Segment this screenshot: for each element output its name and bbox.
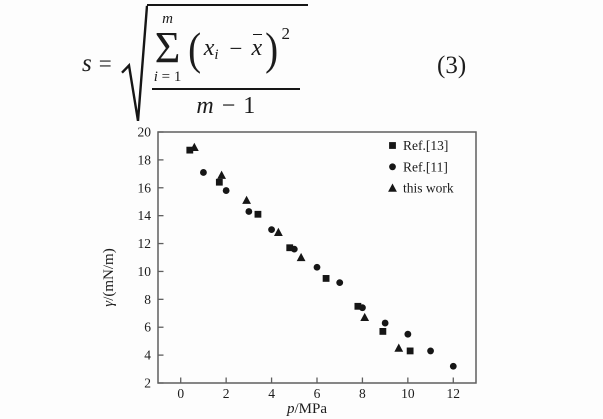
data-point-triangle xyxy=(394,343,404,352)
data-point-circle xyxy=(313,263,321,271)
x-tick-label: 0 xyxy=(177,386,184,401)
data-point-square xyxy=(354,302,362,310)
data-point-circle xyxy=(200,169,207,176)
data-point-triangle xyxy=(360,312,370,322)
x-tick-label: 2 xyxy=(223,386,230,401)
exponent-2: 2 xyxy=(281,24,290,44)
x-tick-label: 10 xyxy=(401,386,415,401)
x-tick-label: 4 xyxy=(268,386,275,401)
data-point-circle xyxy=(404,330,412,338)
radical-sign-icon xyxy=(121,4,148,124)
data-point-circle xyxy=(290,245,298,253)
y-tick-label: 20 xyxy=(138,125,152,140)
subscript-i: i xyxy=(214,47,219,64)
y-tick-label: 2 xyxy=(144,376,151,391)
y-tick-label: 6 xyxy=(144,320,151,335)
x-tick-label: 6 xyxy=(314,386,321,401)
y-tick-label: 14 xyxy=(138,208,152,223)
equation-lhs: s xyxy=(82,50,92,78)
sum-lower-limit: i = 1 xyxy=(153,69,182,86)
data-point-circle xyxy=(336,279,344,286)
x-tick-label: 12 xyxy=(447,386,461,401)
data-point-square xyxy=(322,275,330,282)
open-paren: ( xyxy=(188,23,202,75)
data-point-circle xyxy=(222,187,230,194)
summation: m Σ i = 1 xyxy=(154,12,182,85)
squared-term: ( x i − x ) 2 xyxy=(187,23,290,75)
square-root: m Σ i = 1 ( x i − x ) 2 xyxy=(121,4,308,124)
data-point-square xyxy=(215,178,223,186)
y-tick-label: 12 xyxy=(138,236,152,251)
data-point-triangle xyxy=(242,195,251,204)
y-tick-label: 10 xyxy=(138,264,152,279)
data-point-triangle xyxy=(189,142,199,151)
fraction-numerator: m Σ i = 1 ( x i − x ) 2 xyxy=(151,12,300,91)
x-sub-i: x xyxy=(203,35,215,62)
data-point-triangle xyxy=(217,170,226,179)
y-tick-label: 18 xyxy=(138,152,152,167)
data-point-circle xyxy=(427,347,434,355)
equals-sign: = xyxy=(98,51,112,77)
legend-label: this work xyxy=(403,181,454,196)
y-tick-label: 8 xyxy=(144,292,151,307)
legend-marker-circle xyxy=(389,163,396,171)
minus-sign: − xyxy=(229,35,243,61)
data-point-triangle xyxy=(296,252,306,262)
y-tick-label: 16 xyxy=(138,180,152,195)
data-point-circle xyxy=(381,319,389,327)
legend-marker-triangle xyxy=(388,183,397,192)
legend-marker-square xyxy=(389,142,396,149)
data-point-square xyxy=(186,146,194,154)
data-point-circle xyxy=(268,226,275,234)
data-point-square xyxy=(406,347,414,355)
fraction-denominator: m − 1 xyxy=(196,93,256,120)
data-point-square xyxy=(379,328,387,335)
sum-upper-limit: m xyxy=(162,11,173,27)
data-point-circle xyxy=(449,362,457,370)
data-point-circle xyxy=(245,208,253,215)
fraction: m Σ i = 1 ( x i − x ) 2 xyxy=(151,12,300,124)
x-axis-title: p/MPa xyxy=(286,401,327,417)
data-point-square xyxy=(286,244,294,252)
close-paren: ) xyxy=(265,23,279,75)
y-axis-title: γ/(mN/m) xyxy=(101,248,117,306)
equation-number: (3) xyxy=(437,52,467,79)
data-point-circle xyxy=(359,304,366,312)
x-tick-label: 8 xyxy=(359,386,366,401)
y-tick-label: 4 xyxy=(144,348,151,363)
equation-3: s = m Σ i = 1 ( x xyxy=(82,4,308,124)
legend-label: Ref.[11] xyxy=(403,159,448,174)
sigma-symbol: Σ xyxy=(154,23,181,72)
legend-label: Ref.[13] xyxy=(403,138,448,153)
radicand: m Σ i = 1 ( x i − x ) 2 xyxy=(146,4,308,124)
data-point-square xyxy=(254,210,262,218)
x-bar: x xyxy=(251,34,263,62)
data-point-triangle xyxy=(273,227,283,236)
